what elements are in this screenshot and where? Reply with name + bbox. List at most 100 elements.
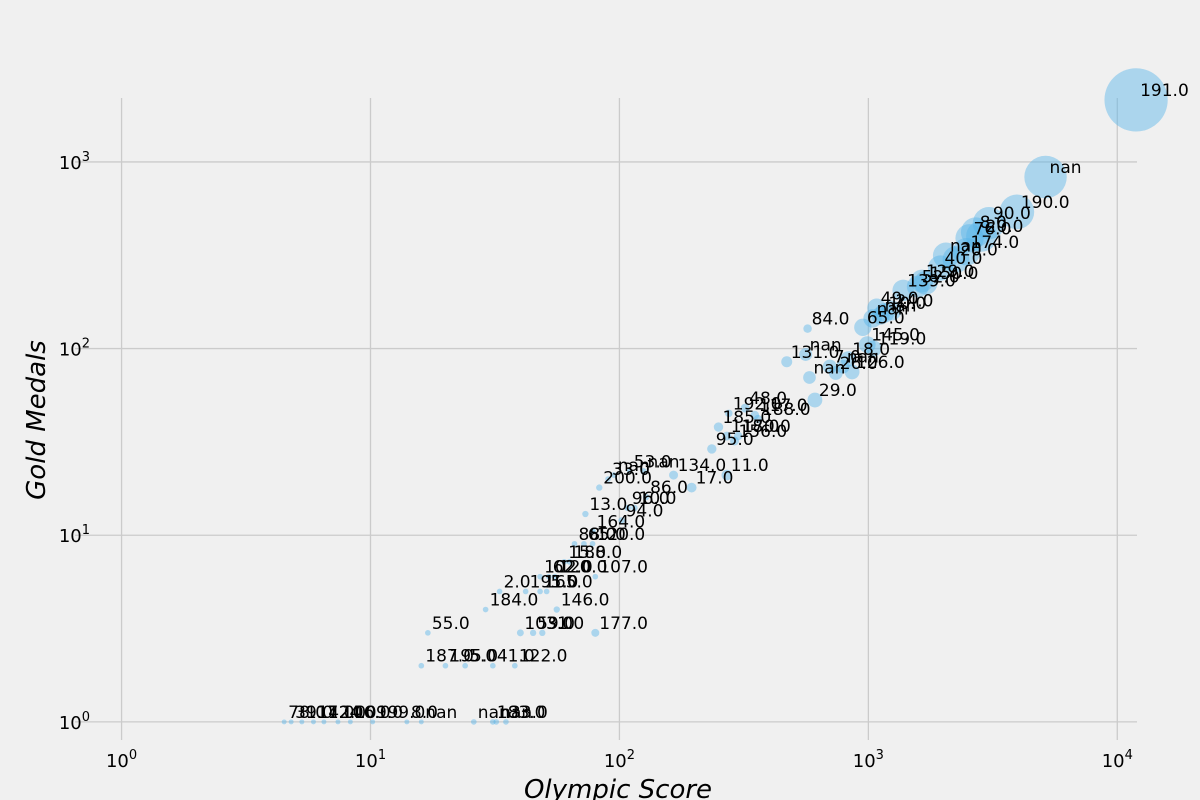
- data-point-label: 103.0: [524, 614, 573, 634]
- data-point: [288, 719, 294, 725]
- data-point: [669, 470, 679, 480]
- data-point: [750, 410, 760, 420]
- data-point: [942, 246, 970, 273]
- data-point: [489, 662, 496, 669]
- data-point: [952, 238, 981, 266]
- data-point: [1104, 68, 1168, 132]
- data-point: [906, 275, 929, 298]
- data-point-label: 109.0: [354, 703, 403, 723]
- data-point-label: nan: [1050, 158, 1082, 178]
- data-point: [321, 719, 327, 725]
- data-point-label: 134.0: [678, 456, 727, 476]
- data-point: [707, 444, 717, 454]
- data-point-label: 59.0: [537, 614, 575, 634]
- data-point-label: 145.0: [871, 326, 920, 346]
- data-point-label: 120.0: [597, 525, 646, 545]
- data-point: [591, 628, 600, 637]
- data-point-label: 48.0: [749, 389, 787, 409]
- data-point-label: 195.0: [449, 647, 498, 667]
- data-point: [803, 371, 816, 384]
- data-point: [874, 303, 895, 323]
- data-point: [725, 409, 733, 418]
- data-point-label: 7.0: [834, 348, 861, 368]
- data-point: [865, 340, 882, 357]
- data-point: [482, 606, 489, 613]
- data-point-label: 84.0: [812, 310, 850, 330]
- data-point: [589, 528, 596, 535]
- y-axis-label: Gold Medals: [22, 340, 52, 500]
- grid: [75, 98, 1137, 740]
- data-points: [281, 68, 1168, 725]
- data-point: [828, 366, 843, 380]
- data-point: [972, 207, 1006, 240]
- data-point-label: 11.0: [731, 456, 769, 476]
- data-point-label: 33.0: [612, 460, 650, 480]
- data-point-label: 86.0: [650, 478, 688, 498]
- x-tick-label: 104: [1102, 748, 1133, 772]
- data-point: [516, 629, 524, 637]
- data-point-label: nan: [847, 348, 879, 368]
- data-point-label: nan: [500, 703, 532, 723]
- data-point: [370, 719, 376, 725]
- data-point: [927, 255, 954, 281]
- data-point: [781, 356, 793, 368]
- data-point-label: 88.0: [579, 525, 617, 545]
- data-point: [822, 359, 837, 374]
- data-point-label: 119.0: [878, 330, 927, 350]
- y-tick-label: 101: [59, 523, 90, 547]
- data-point-label: 177.0: [599, 614, 648, 634]
- data-point-label: 185.0: [722, 408, 771, 428]
- data-point-label: 76.0: [974, 219, 1012, 239]
- data-point: [493, 719, 500, 725]
- data-point: [858, 336, 876, 353]
- data-point-label: 24.0: [896, 291, 934, 311]
- data-point-label: 90.0: [993, 204, 1031, 224]
- data-point: [489, 719, 496, 725]
- data-point-label: 10.0: [639, 489, 677, 509]
- data-point: [566, 559, 573, 565]
- data-point-label: 200.0: [603, 469, 652, 489]
- data-point: [596, 484, 603, 491]
- data-point: [807, 392, 823, 408]
- data-point: [799, 347, 813, 361]
- data-point-label: 78.0: [288, 703, 326, 723]
- data-point-label: 15.0: [568, 543, 606, 563]
- data-point-label: 107.0: [599, 558, 648, 578]
- data-point-label: 187.0: [425, 647, 474, 667]
- data-point: [496, 588, 503, 595]
- data-point-label: 20.0: [986, 217, 1024, 237]
- data-point-label: 126.0: [856, 353, 905, 373]
- data-point-label: 49.0: [881, 289, 919, 309]
- data-point: [803, 324, 812, 333]
- data-point: [503, 719, 509, 725]
- data-point: [753, 414, 762, 423]
- x-tick-label: 102: [604, 748, 635, 772]
- data-point-label: 199.0: [377, 703, 426, 723]
- data-point-label: 183.0: [497, 703, 546, 723]
- data-point: [721, 469, 733, 481]
- x-tick-label: 101: [355, 748, 386, 772]
- data-point-label: 65.0: [588, 525, 626, 545]
- data-point-label: nan: [885, 297, 917, 317]
- data-point: [686, 482, 697, 493]
- data-point-label: 117.0: [759, 396, 808, 416]
- data-point: [854, 318, 872, 336]
- data-point-label: 156.0: [739, 422, 788, 442]
- y-tick-label: 103: [59, 150, 90, 174]
- data-point-label: 165.0: [544, 572, 593, 592]
- data-point-label: 170.0: [742, 417, 791, 437]
- data-point: [537, 588, 543, 595]
- data-point-label: nan: [478, 703, 510, 723]
- data-point: [840, 351, 856, 367]
- data-point-label: nan: [813, 358, 845, 378]
- y-tick-label: 102: [59, 337, 90, 361]
- data-point: [722, 431, 732, 441]
- data-point: [1024, 155, 1067, 199]
- data-point-label: 52.0: [922, 268, 960, 288]
- data-point: [913, 271, 938, 295]
- data-point: [871, 306, 890, 325]
- data-point-label: 40.0: [945, 249, 983, 269]
- data-point-label: 26.0: [840, 354, 878, 374]
- data-point-label: 164.0: [597, 512, 646, 532]
- data-point: [511, 662, 518, 669]
